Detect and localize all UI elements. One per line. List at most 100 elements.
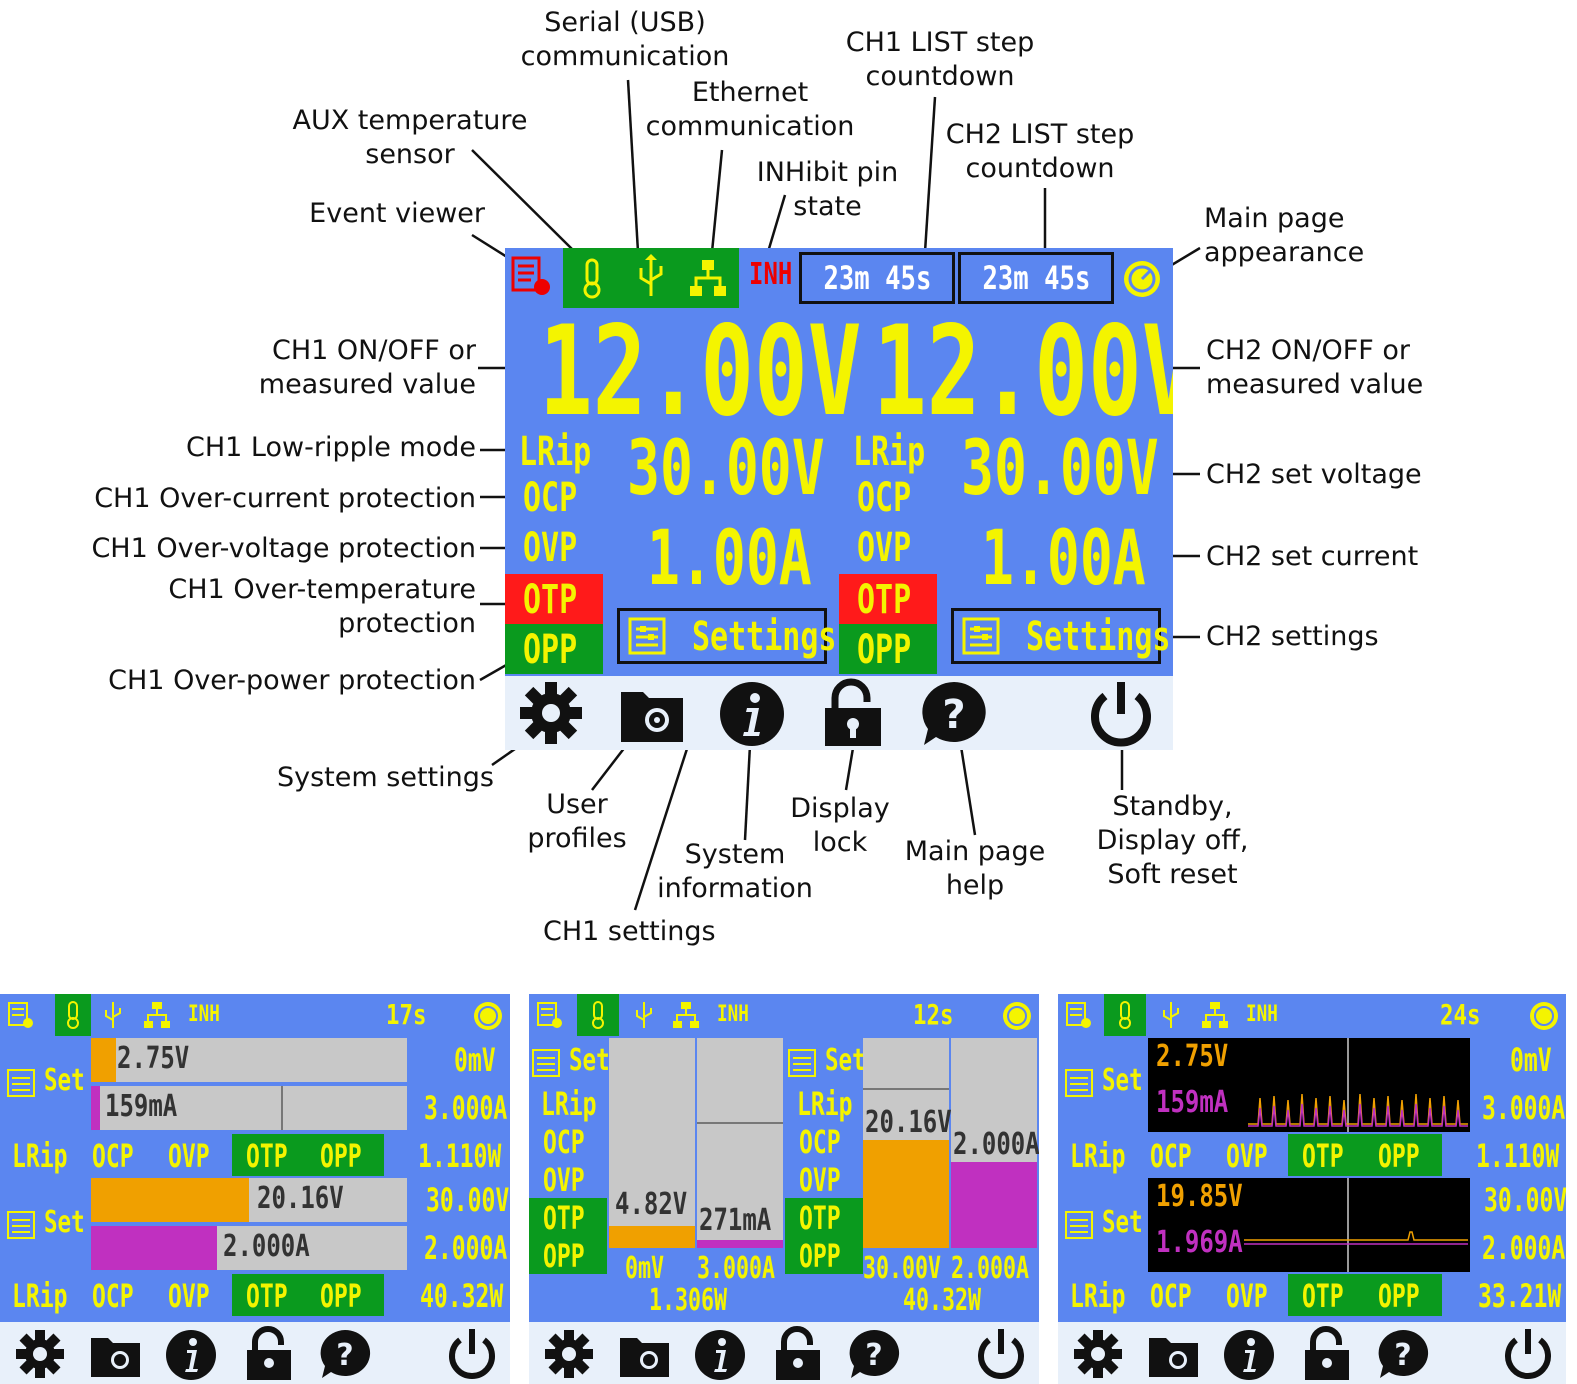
ch1-set-current[interactable]: 1.00A	[647, 513, 812, 602]
thumb1-ch1-ocp[interactable]: OCP	[92, 1137, 134, 1175]
usb-icon[interactable]	[100, 1000, 126, 1030]
appearance-icon[interactable]	[472, 1000, 504, 1032]
usb-icon[interactable]	[631, 1000, 657, 1030]
thumb2-ch1-otp[interactable]: OTP	[543, 1199, 585, 1237]
ch1-ocp-label[interactable]: OCP	[523, 475, 578, 521]
thumb1-ch2-otp-opp[interactable]: OTP OPP	[232, 1274, 384, 1316]
power-icon[interactable]	[1500, 1326, 1556, 1382]
inhibit-indicator[interactable]: INH	[749, 257, 793, 292]
ch2-ocp-label[interactable]: OCP	[857, 475, 912, 521]
event-viewer-icon[interactable]	[535, 1000, 565, 1030]
help-icon[interactable]: ?	[847, 1328, 901, 1382]
thumb1-ch2-ocp[interactable]: OCP	[92, 1277, 134, 1315]
thumb1-ch2-ovp[interactable]: OVP	[168, 1277, 210, 1315]
appearance-icon[interactable]	[1001, 1000, 1033, 1032]
thumb2-ch1-opp[interactable]: OPP	[543, 1237, 585, 1275]
thumb1-ch1-opp[interactable]: OPP	[320, 1137, 362, 1175]
thumb3-ch2-lrip[interactable]: LRip	[1070, 1277, 1126, 1315]
ethernet-icon[interactable]	[1200, 1000, 1230, 1030]
ch2-measured-value[interactable]: 12.00V	[873, 300, 1173, 444]
gear-icon[interactable]	[14, 1328, 66, 1380]
inhibit-indicator[interactable]: INH	[188, 1002, 220, 1027]
inhibit-indicator[interactable]: INH	[1246, 1002, 1278, 1027]
gear-icon[interactable]	[517, 680, 585, 746]
appearance-icon[interactable]	[1528, 1000, 1560, 1032]
ch2-lrip-label[interactable]: LRip	[853, 429, 926, 475]
thumb2-ch1-ovp[interactable]: OVP	[543, 1161, 585, 1199]
ch2-settings-button[interactable]: Settings	[951, 608, 1170, 664]
power-icon[interactable]	[973, 1326, 1029, 1382]
thumb2-countdown[interactable]: 12s	[913, 998, 954, 1031]
thumb3-ch1-lrip[interactable]: LRip	[1070, 1137, 1126, 1175]
ch1-list-countdown[interactable]: 23m 45s	[799, 252, 955, 304]
ethernet-icon[interactable]	[687, 256, 729, 300]
thumb1-ch2-lrip[interactable]: LRip	[12, 1277, 68, 1315]
folder-gear-icon[interactable]	[617, 1330, 673, 1380]
help-icon[interactable]: ?	[919, 680, 989, 748]
ch2-otp-badge[interactable]: OTP	[839, 574, 937, 624]
thumb3-ch2-ocp[interactable]: OCP	[1150, 1277, 1192, 1315]
inhibit-indicator[interactable]: INH	[717, 1002, 749, 1027]
thumb1-ch1-otp-opp[interactable]: OTP OPP	[232, 1134, 384, 1176]
thumb1-ch2-otp[interactable]: OTP	[246, 1277, 288, 1315]
thumb3-countdown[interactable]: 24s	[1440, 998, 1481, 1031]
ch2-list-countdown[interactable]: 23m 45s	[958, 252, 1114, 304]
ch2-ovp-label[interactable]: OVP	[857, 525, 912, 571]
thumb2-ch2-lrip[interactable]: LRip	[797, 1085, 853, 1123]
thumb3-ch2-opp[interactable]: OPP	[1378, 1277, 1420, 1315]
ch2-set-voltage[interactable]: 30.00V	[961, 423, 1159, 512]
thumb1-ch1-lrip[interactable]: LRip	[12, 1137, 68, 1175]
ch1-otp-badge[interactable]: OTP	[505, 574, 603, 624]
gear-icon[interactable]	[543, 1328, 595, 1380]
thumb3-ch1-otp-opp[interactable]: OTP OPP	[1288, 1134, 1442, 1176]
power-icon[interactable]	[444, 1326, 500, 1382]
ch1-set-voltage[interactable]: 30.00V	[627, 423, 825, 512]
thermometer-icon[interactable]	[573, 256, 613, 300]
thermometer-icon[interactable]	[1112, 1000, 1138, 1030]
thumb2-ch2-ovp[interactable]: OVP	[799, 1161, 841, 1199]
ch1-ovp-label[interactable]: OVP	[523, 525, 578, 571]
usb-icon[interactable]	[1158, 1000, 1184, 1030]
thumb2-ch2-ocp[interactable]: OCP	[799, 1123, 841, 1161]
thumb1-ch1-otp[interactable]: OTP	[246, 1137, 288, 1175]
ch1-settings-button[interactable]: Settings	[617, 608, 836, 664]
info-icon[interactable]	[693, 1328, 747, 1382]
thumb3-ch1-ovp[interactable]: OVP	[1226, 1137, 1268, 1175]
info-icon[interactable]	[164, 1328, 218, 1382]
ch2-opp-badge[interactable]: OPP	[839, 624, 937, 674]
event-viewer-icon[interactable]	[509, 254, 553, 296]
folder-gear-icon[interactable]	[617, 682, 689, 746]
event-viewer-icon[interactable]	[6, 1000, 36, 1030]
thumb2-ch2-otp[interactable]: OTP	[799, 1199, 841, 1237]
ch1-lrip-label[interactable]: LRip	[519, 429, 592, 475]
info-icon[interactable]	[1222, 1328, 1276, 1382]
lock-icon[interactable]	[773, 1326, 823, 1382]
thermometer-icon[interactable]	[585, 1000, 611, 1030]
thumb2-ch1-lrip[interactable]: LRip	[541, 1085, 597, 1123]
ethernet-icon[interactable]	[671, 1000, 701, 1030]
thumb2-ch1-otp-opp[interactable]: OTP OPP	[529, 1198, 607, 1274]
power-icon[interactable]	[1085, 678, 1157, 748]
thumb3-ch1-otp[interactable]: OTP	[1302, 1137, 1344, 1175]
info-icon[interactable]	[717, 680, 787, 748]
folder-gear-icon[interactable]	[1146, 1330, 1202, 1380]
ethernet-icon[interactable]	[142, 1000, 172, 1030]
folder-gear-icon[interactable]	[88, 1330, 144, 1380]
thumb2-ch2-otp-opp[interactable]: OTP OPP	[785, 1198, 863, 1274]
thumb1-countdown[interactable]: 17s	[386, 998, 427, 1031]
thumb3-ch2-otp[interactable]: OTP	[1302, 1277, 1344, 1315]
lock-icon[interactable]	[244, 1326, 294, 1382]
thumb3-ch2-otp-opp[interactable]: OTP OPP	[1288, 1274, 1442, 1316]
usb-icon[interactable]	[633, 254, 669, 300]
help-icon[interactable]: ?	[1376, 1328, 1430, 1382]
thumb2-ch2-opp[interactable]: OPP	[799, 1237, 841, 1275]
thumb1-ch2-opp[interactable]: OPP	[320, 1277, 362, 1315]
appearance-icon[interactable]	[1121, 258, 1163, 300]
ch2-set-current[interactable]: 1.00A	[981, 513, 1146, 602]
thumb3-ch1-ocp[interactable]: OCP	[1150, 1137, 1192, 1175]
help-icon[interactable]: ?	[318, 1328, 372, 1382]
thumb1-ch1-ovp[interactable]: OVP	[168, 1137, 210, 1175]
lock-icon[interactable]	[1302, 1326, 1352, 1382]
thumb3-ch1-opp[interactable]: OPP	[1378, 1137, 1420, 1175]
ch1-opp-badge[interactable]: OPP	[505, 624, 603, 674]
